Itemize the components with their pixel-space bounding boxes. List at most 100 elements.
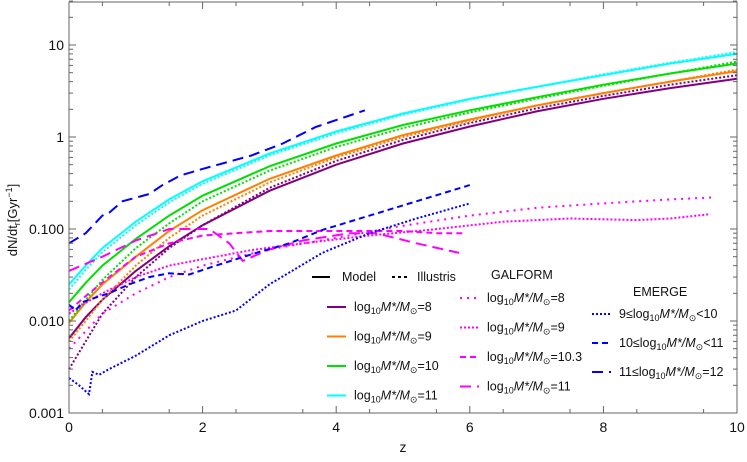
legend-text-part: * <box>391 359 397 373</box>
legend-text-part: /M <box>681 336 696 350</box>
series-line-illustris-7 <box>68 51 738 291</box>
y-tick-label: 1 <box>56 129 64 145</box>
series-line-illustris-5 <box>68 68 738 343</box>
legend-text-part: log <box>487 321 504 335</box>
legend-text-part: * <box>676 365 682 379</box>
legend-text-part: M <box>666 365 677 379</box>
y-tick-label: 10 <box>48 37 64 53</box>
legend-text-part: * <box>677 336 683 350</box>
legend-text-part: 10≤ <box>619 336 640 350</box>
legend-text-part: * <box>524 291 530 305</box>
legend-text-part: M <box>381 300 392 314</box>
y-tick-label: 0.001 <box>29 405 64 421</box>
legend-text-part: /M <box>528 321 543 335</box>
legend-text-part: ⊙ <box>543 386 551 396</box>
legend-emerge-entry-label: 10≤log10M*/M⊙<11 <box>619 336 724 352</box>
y-axis-label: dN/dtr[Gyr−1] <box>4 184 22 257</box>
legend-text-part: M <box>381 389 392 403</box>
legend-model-label: Model <box>342 270 376 284</box>
legend-text-part: M <box>660 307 671 321</box>
legend-text-part: /M <box>395 359 410 373</box>
legend-text-part: /M <box>395 389 410 403</box>
series-line-galform-11 <box>68 228 460 272</box>
legend-text-part: <11 <box>703 336 723 350</box>
x-tick-label: 6 <box>466 419 474 435</box>
legend-model-entry-label: log10M*/M⊙=9 <box>354 330 432 346</box>
y-tick-label: 0.100 <box>29 221 64 237</box>
legend-text-part: * <box>524 321 530 335</box>
legend-text-part: =11 <box>417 389 437 403</box>
legend-text-part: =10 <box>417 359 438 373</box>
legend-text-part: M <box>666 336 677 350</box>
legend-text-part: log <box>487 380 504 394</box>
series-line-galform-10 <box>68 230 464 312</box>
legend-text-part: * <box>524 350 530 364</box>
legend-text-part: ⊙ <box>543 297 551 307</box>
legend-text-part: /M <box>395 300 410 314</box>
y-label-close: ] <box>5 184 20 188</box>
legend-text-part: 10 <box>504 297 514 307</box>
legend-text-part: log <box>354 330 371 344</box>
legend-text-part: 10 <box>656 342 666 352</box>
legend-galform-entry-label: log10M*/M⊙=10.3 <box>487 350 582 366</box>
legend: Model Illustris GALFORM EMERGE log10M*/M… <box>312 268 724 405</box>
legend-emerge-title: EMERGE <box>633 285 687 299</box>
series-line-model-2 <box>68 62 738 303</box>
legend-text-part: M <box>381 359 392 373</box>
legend-text-part: 10 <box>504 386 514 396</box>
legend-text-part: /M <box>395 330 410 344</box>
legend-text-part: ⊙ <box>410 395 418 405</box>
legend-text-part: 10 <box>504 327 514 337</box>
series-line-illustris-4 <box>68 74 738 370</box>
legend-galform-title: GALFORM <box>491 268 553 282</box>
legend-text-part: 10 <box>371 365 381 375</box>
y-tick-label: 0.010 <box>29 313 64 329</box>
legend-galform-entry-label: log10M*/M⊙=9 <box>487 321 565 337</box>
legend-text-part: /M <box>528 350 543 364</box>
legend-text-part: =8 <box>417 300 431 314</box>
x-tick-label: 4 <box>332 419 340 435</box>
legend-galform-entry-label: log10M*/M⊙=8 <box>487 291 565 307</box>
series-line-model-3 <box>68 52 738 286</box>
x-tick-label: 2 <box>199 419 207 435</box>
legend-text-part: 10 <box>371 395 381 405</box>
legend-text-part: =9 <box>550 321 564 335</box>
series-line-illustris-6 <box>68 60 738 322</box>
series-line-galform-9 <box>68 213 711 315</box>
legend-text-part: /M <box>528 380 543 394</box>
legend-text-part: =11 <box>550 380 570 394</box>
y-label-unit: [Gyr <box>5 197 20 222</box>
legend-text-part: M <box>514 291 525 305</box>
y-label-sub: r <box>12 222 22 225</box>
legend-illustris-label: Illustris <box>417 270 456 284</box>
legend-text-part: ⊙ <box>410 306 418 316</box>
legend-text-part: log <box>487 291 504 305</box>
legend-text-part: log <box>633 307 650 321</box>
legend-emerge-entry-label: 9≤log10M*/M⊙<10 <box>619 307 718 323</box>
legend-text-part: M <box>514 380 525 394</box>
legend-text-part: <10 <box>696 307 717 321</box>
legend-model-entry-label: log10M*/M⊙=11 <box>354 389 438 405</box>
legend-text-part: M <box>514 321 525 335</box>
legend-text-part: /M <box>680 365 695 379</box>
legend-text-part: * <box>391 300 397 314</box>
series-line-model-1 <box>68 70 738 324</box>
legend-text-part: 10 <box>650 313 660 323</box>
x-tick-label: 0 <box>65 419 73 435</box>
x-axis-label: z <box>400 439 407 455</box>
x-tick-label: 10 <box>729 419 745 435</box>
y-label-main: dN/dt <box>5 225 20 256</box>
legend-text-part: ⊙ <box>543 327 551 337</box>
legend-text-part: =8 <box>550 291 564 305</box>
legend-text-part: ⊙ <box>696 342 704 352</box>
legend-text-part: M <box>381 330 392 344</box>
legend-model-entry-label: log10M*/M⊙=10 <box>354 359 439 375</box>
legend-text-part: 10 <box>371 306 381 316</box>
legend-text-part: =12 <box>702 365 723 379</box>
legend-text-part: M <box>514 350 525 364</box>
x-tick-label: 8 <box>600 419 608 435</box>
legend-text-part: ⊙ <box>543 356 551 366</box>
legend-text-part: * <box>670 307 676 321</box>
legend-text-part: 10 <box>656 371 666 381</box>
